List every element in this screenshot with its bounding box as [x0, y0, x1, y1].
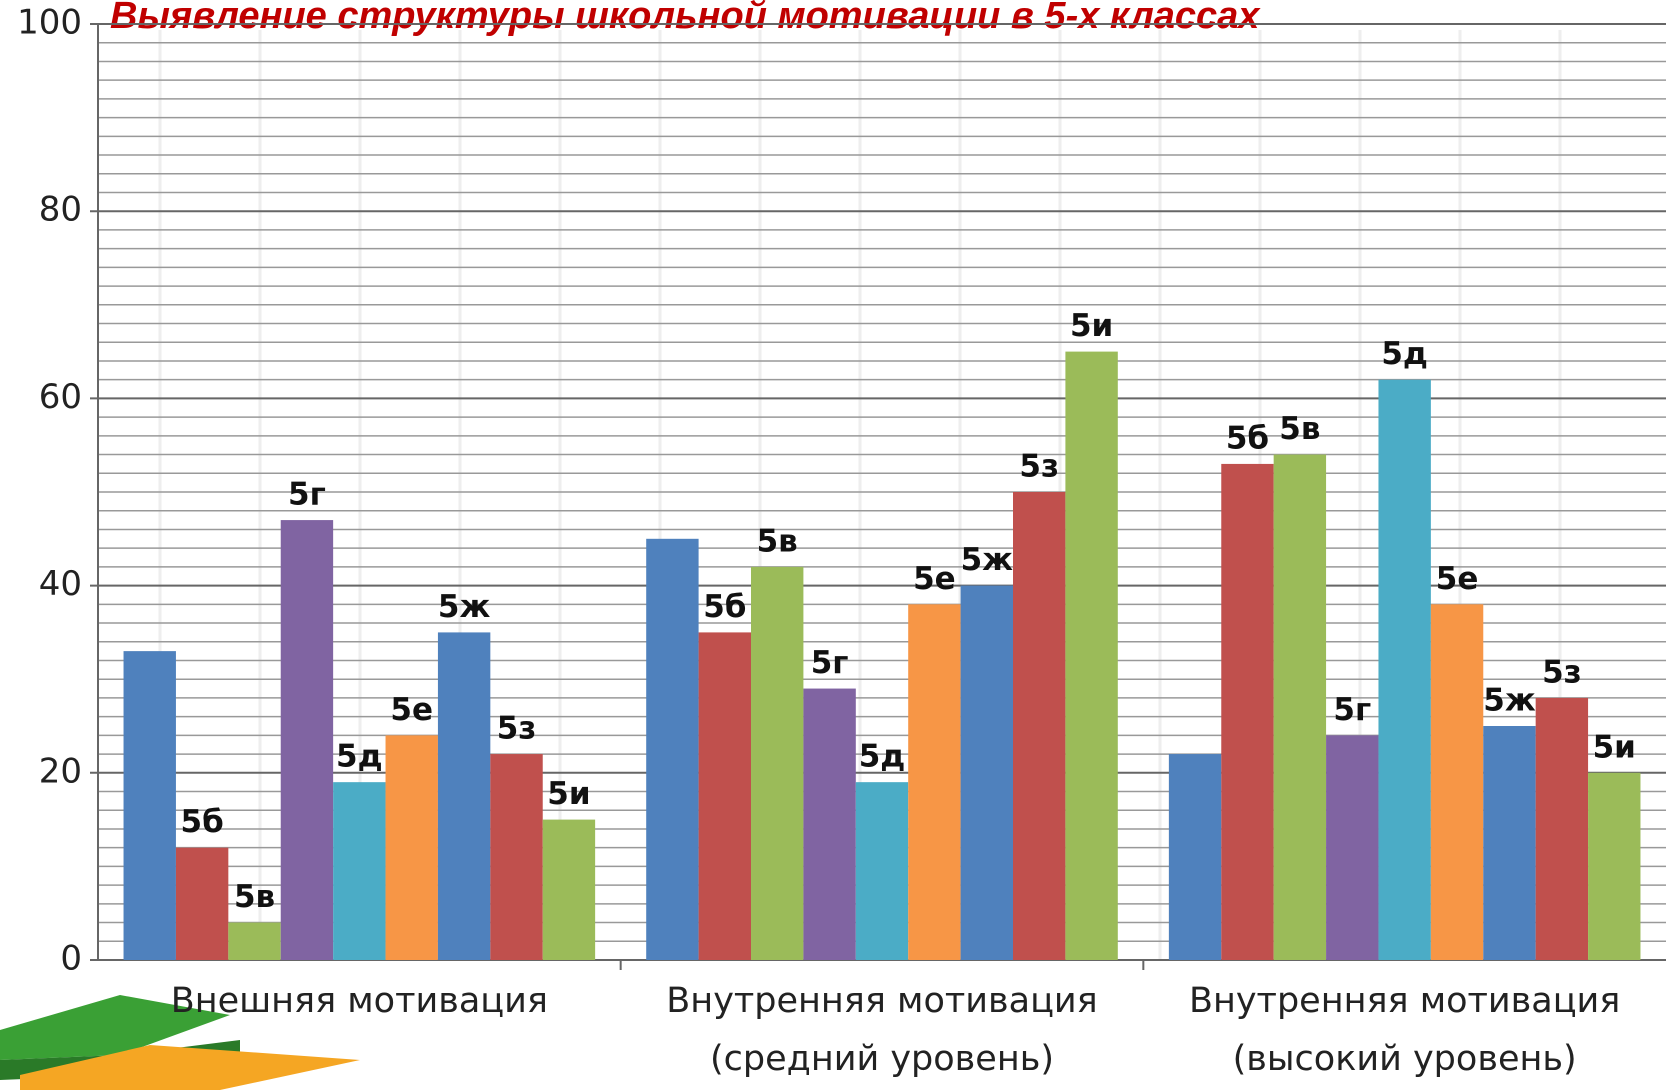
bar — [490, 754, 542, 960]
bar — [1431, 604, 1483, 960]
y-tick-label: 40 — [39, 564, 82, 604]
bar — [751, 567, 803, 960]
bar — [961, 586, 1013, 960]
data-label: 5и — [1070, 308, 1113, 344]
data-label: 5б — [1226, 420, 1269, 456]
y-tick-label: 60 — [39, 377, 82, 417]
data-label: 5е — [913, 561, 956, 597]
data-label: 5з — [497, 711, 537, 747]
data-label: 5ж — [961, 542, 1014, 578]
data-label: 5з — [1019, 449, 1059, 485]
bar — [543, 820, 595, 960]
data-label: 5в — [1279, 411, 1320, 447]
chart: Выявление структуры школьной мотивации в… — [0, 0, 1675, 1090]
bar — [386, 735, 438, 960]
data-label: 5г — [811, 645, 849, 681]
bar — [856, 782, 908, 960]
data-label: 5з — [1542, 654, 1582, 690]
y-tick-label: 0 — [60, 939, 82, 979]
y-tick-label: 100 — [17, 3, 82, 43]
x-tick-label: Внутренняя мотивация (средний уровень) — [642, 972, 1122, 1088]
y-tick-label: 80 — [39, 190, 82, 230]
bar — [1588, 773, 1640, 960]
bar — [1169, 754, 1221, 960]
bar — [333, 782, 385, 960]
bar — [1483, 726, 1535, 960]
bar — [438, 632, 490, 960]
bar — [228, 923, 280, 960]
data-label: 5г — [1333, 692, 1371, 728]
bar — [124, 651, 176, 960]
data-label: 5д — [859, 739, 906, 775]
bar — [803, 689, 855, 960]
bar — [176, 848, 228, 960]
x-tick-label: Внутренняя мотивация (высокий уровень) — [1165, 972, 1645, 1088]
data-label: 5б — [181, 804, 224, 840]
data-label: 5в — [234, 879, 275, 915]
chart-title: Выявление структуры школьной мотивации в… — [110, 0, 1261, 37]
page: {"chart_data": {"type": "bar", "title": … — [0, 0, 1675, 1090]
y-tick-label: 20 — [39, 751, 82, 791]
data-label: 5и — [1593, 729, 1636, 765]
bar — [1013, 492, 1065, 960]
x-tick-label: Внешняя мотивация — [119, 972, 599, 1030]
bar — [646, 539, 698, 960]
data-label: 5е — [390, 692, 433, 728]
data-label: 5ж — [438, 589, 491, 625]
bar — [1326, 735, 1378, 960]
bar — [281, 520, 333, 960]
bar — [699, 632, 751, 960]
bar — [1221, 464, 1273, 960]
bar — [908, 604, 960, 960]
bar — [1536, 698, 1588, 960]
data-label: 5б — [703, 589, 746, 625]
bar — [1378, 380, 1430, 960]
data-label: 5в — [757, 523, 798, 559]
data-label: 5д — [336, 739, 383, 775]
data-label: 5ж — [1483, 683, 1536, 719]
data-label: 5г — [288, 477, 326, 513]
bar — [1065, 352, 1117, 960]
data-label: 5е — [1436, 561, 1479, 597]
data-label: 5и — [547, 776, 590, 812]
bar — [1274, 455, 1326, 960]
data-label: 5д — [1381, 336, 1428, 372]
